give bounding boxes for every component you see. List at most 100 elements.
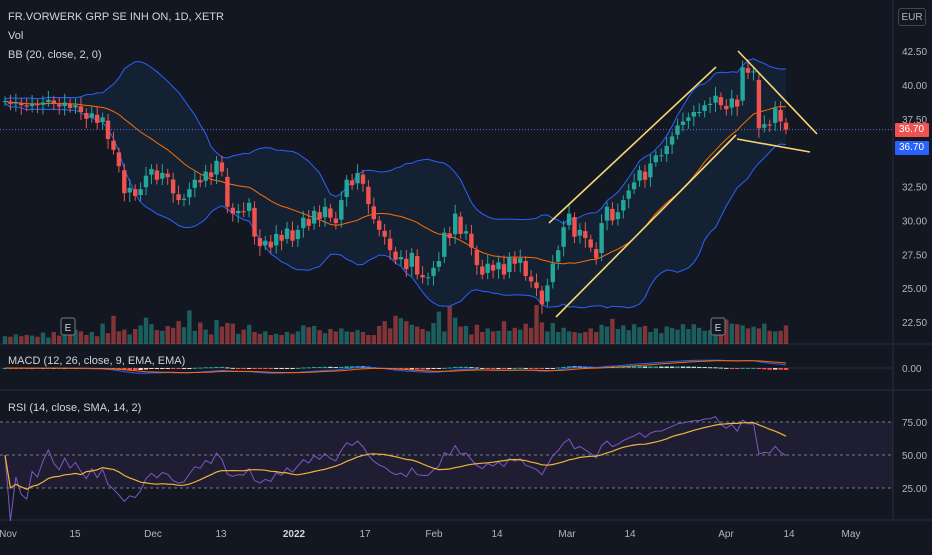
macd-histogram-bar [133, 368, 138, 371]
trendline [736, 138, 811, 153]
volume-bar [306, 327, 311, 344]
volume-bar [67, 334, 73, 344]
candle-body [409, 252, 414, 267]
candle-body [301, 217, 306, 229]
volume-bar [556, 332, 561, 344]
candle-body [149, 168, 154, 175]
rsi-legend[interactable]: RSI (14, close, SMA, 14, 2) [8, 402, 142, 414]
candle-body [225, 176, 230, 207]
candle-body [138, 189, 143, 195]
time-axis-tick-label: 17 [359, 529, 371, 540]
candle-body [160, 172, 165, 179]
candle-body [637, 170, 642, 181]
volume-bar [680, 324, 686, 344]
bb-legend[interactable]: BB (20, close, 2, 0) [8, 49, 102, 61]
volume-bar [740, 325, 745, 344]
volume-bar [149, 324, 154, 344]
volume-bar [631, 324, 637, 344]
macd-histogram-bar [762, 368, 767, 370]
volume-bar [252, 332, 257, 344]
macd-histogram-bar [512, 368, 517, 369]
volume-bar [442, 331, 447, 344]
macd-histogram-bar [669, 366, 675, 368]
volume-bar [767, 330, 772, 344]
macd-histogram-bar [686, 366, 691, 368]
price-axis-tick-label: 37.50 [902, 115, 927, 126]
macd-histogram-bar [729, 368, 734, 369]
candle-body [436, 261, 442, 267]
rsi-line [4, 415, 787, 522]
volume-bar [198, 322, 203, 344]
candle-body [203, 171, 208, 181]
volume-bar [572, 332, 577, 344]
candle-body [57, 104, 62, 107]
volume-bar [78, 331, 84, 344]
rsi-axis-tick-label: 25.00 [902, 484, 927, 495]
macd-histogram-bar [279, 368, 284, 369]
volume-bar [707, 330, 713, 344]
volume-bar [425, 331, 431, 344]
macd-histogram-bar [480, 368, 485, 369]
volume-bar [729, 323, 734, 344]
volume-bar [773, 331, 778, 344]
volume-bar [453, 317, 458, 344]
candle-body [713, 95, 718, 103]
volume-bar [783, 325, 789, 344]
candle-body [756, 79, 762, 129]
macd-histogram-bar [404, 368, 409, 370]
macd-histogram-bar [301, 367, 306, 369]
vol-legend[interactable]: Vol [8, 30, 24, 42]
candle-body [485, 263, 490, 273]
macd-histogram-bar [496, 368, 501, 369]
volume-bar [463, 326, 469, 344]
candle-body [653, 155, 658, 163]
candle-body [268, 241, 273, 248]
bb-basis-line [4, 100, 787, 265]
candle-body [572, 217, 577, 237]
volume-bar [138, 325, 143, 344]
price-axis-tick-label: 22.50 [902, 318, 927, 329]
candle-body [170, 179, 176, 194]
candle-body [181, 198, 187, 200]
volume-bar [105, 333, 111, 344]
candle-body [8, 101, 13, 104]
macd-histogram-bar [236, 368, 241, 369]
volume-bar [236, 333, 241, 344]
candle-body [24, 105, 29, 107]
volume-bar [40, 332, 46, 344]
trendline [548, 66, 717, 224]
candle-body [252, 207, 257, 237]
rsi-axis-tick-label: 50.00 [902, 451, 927, 462]
macd-histogram-bar [187, 368, 192, 369]
currency-button[interactable]: EUR [898, 8, 926, 26]
volume-bar [415, 326, 420, 344]
macd-histogram-bar [713, 367, 718, 369]
macd-legend[interactable]: MACD (12, 26, close, 9, EMA, EMA) [8, 355, 186, 367]
macd-histogram-bar [138, 368, 143, 370]
candle-body [680, 121, 686, 125]
volume-bar [745, 328, 751, 344]
volume-bar [664, 326, 669, 344]
macd-histogram-bar [143, 368, 149, 370]
candle-body [724, 105, 729, 110]
candle-body [241, 211, 246, 213]
candle-body [604, 206, 610, 221]
bb-basis-badge: 36.70 [895, 141, 929, 155]
time-axis-tick-label: May [842, 529, 861, 540]
candle-body [718, 97, 724, 106]
macd-histogram-bar [707, 367, 713, 369]
candle-body [745, 68, 751, 73]
candle-body [751, 71, 756, 73]
macd-histogram-bar [783, 368, 789, 370]
candle-body [648, 163, 653, 178]
volume-bar [393, 315, 398, 344]
macd-histogram-bar [528, 368, 534, 369]
volume-bar [702, 330, 707, 344]
time-axis-tick-label: 2022 [283, 529, 306, 540]
rsi-axis-tick-label: 75.00 [902, 418, 927, 429]
volume-bar [534, 305, 539, 344]
volume-bar [659, 333, 664, 344]
macd-histogram-bar [745, 367, 751, 369]
